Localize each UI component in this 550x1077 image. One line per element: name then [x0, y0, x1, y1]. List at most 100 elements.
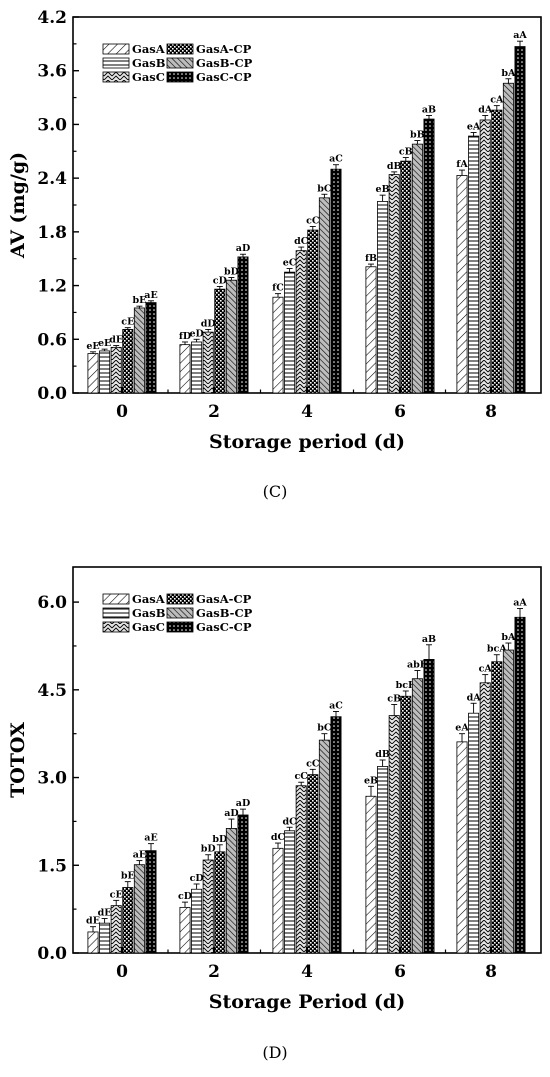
- bar-av-gasc-cp: [423, 118, 435, 394]
- bar-totox-gasa-cp: [491, 661, 503, 954]
- bar-totox-gasb: [99, 922, 111, 954]
- legend-label: GasB-CP: [196, 606, 253, 620]
- x-tick-label: 8: [485, 402, 497, 422]
- x-axis-title: Storage Period (d): [209, 991, 405, 1013]
- bar-totox-gasa: [179, 906, 191, 954]
- x-tick-label: 0: [116, 962, 128, 982]
- significance-label: abB: [407, 660, 428, 671]
- legend-label: GasB: [132, 606, 166, 620]
- legend-label: GasC: [132, 620, 165, 634]
- significance-label: cE: [121, 317, 134, 328]
- bar-totox-gasc-cp: [514, 616, 526, 954]
- significance-label: aA: [513, 30, 527, 41]
- bar-totox-gasc-cp: [330, 716, 342, 954]
- bar-totox-gasc: [202, 859, 214, 954]
- legend-label: GasC-CP: [196, 620, 252, 634]
- significance-label: dC: [294, 236, 309, 247]
- legend-swatch: [102, 621, 130, 633]
- legend-label: GasA: [132, 42, 166, 56]
- bar-av-gasa: [87, 353, 99, 394]
- y-tick-label: 4.5: [37, 681, 67, 701]
- x-tick-label: 4: [301, 962, 313, 982]
- significance-label: cC: [306, 215, 320, 226]
- bar-totox-gasa-cp: [307, 774, 319, 954]
- bar-av-gasc: [295, 250, 307, 394]
- significance-label: bC: [317, 723, 332, 734]
- significance-label: eB: [364, 775, 378, 786]
- bar-totox-gasb-cp: [411, 678, 423, 954]
- bar-totox-gasa: [87, 931, 99, 954]
- significance-label: cC: [306, 758, 320, 769]
- legend-swatch: [102, 43, 130, 55]
- bar-totox-gasc-cp: [237, 814, 249, 954]
- x-tick-label: 8: [485, 962, 497, 982]
- significance-label: dD: [201, 318, 216, 329]
- significance-label: dB: [387, 161, 402, 172]
- y-tick-label: 3.0: [37, 115, 67, 135]
- legend-label: GasC-CP: [196, 70, 252, 84]
- bar-av-gasc: [388, 174, 400, 394]
- significance-label: cB: [399, 147, 413, 158]
- significance-label: eA: [467, 121, 481, 132]
- y-axis-title: AV (mg/g): [7, 152, 29, 259]
- significance-label: eC: [283, 258, 297, 269]
- significance-label: aD: [236, 798, 250, 809]
- significance-label: aD: [236, 243, 250, 254]
- bar-av-gasa: [179, 344, 191, 394]
- significance-label: aB: [422, 104, 436, 115]
- bar-totox-gasc: [479, 682, 491, 954]
- significance-label: aE: [144, 833, 157, 844]
- bar-totox-gasc: [110, 905, 122, 954]
- bar-totox-gasc: [388, 715, 400, 954]
- significance-label: dE: [86, 916, 100, 927]
- significance-label: fD: [179, 331, 191, 342]
- significance-label: bE: [121, 871, 135, 882]
- significance-label: aB: [422, 634, 436, 645]
- bar-av-gasc-cp: [145, 302, 157, 394]
- y-tick-label: 3.6: [37, 62, 67, 82]
- bar-av-gasa-cp: [122, 329, 134, 394]
- significance-label: cD: [178, 891, 192, 902]
- legend-swatch: [166, 71, 194, 83]
- bar-av-gasa: [456, 175, 468, 394]
- significance-label: eD: [189, 328, 203, 339]
- significance-label: aC: [329, 700, 343, 711]
- significance-label: dC: [271, 832, 286, 843]
- bar-av-gasa: [365, 266, 377, 394]
- legend-label: GasB-CP: [196, 56, 253, 70]
- y-tick-label: 3.0: [37, 769, 67, 789]
- x-tick-label: 4: [301, 402, 313, 422]
- bar-av-gasb-cp: [225, 279, 237, 394]
- x-tick-label: 2: [208, 402, 220, 422]
- bar-av-gasc: [202, 331, 214, 394]
- bar-totox-gasb: [191, 888, 203, 954]
- significance-label: cA: [490, 95, 504, 106]
- significance-label: aA: [513, 598, 527, 609]
- y-tick-label: 0.0: [37, 384, 67, 404]
- bar-av-gasa-cp: [400, 160, 412, 394]
- significance-label: aE: [144, 290, 157, 301]
- y-tick-label: 2.4: [37, 169, 67, 189]
- bar-av-gasa-cp: [491, 109, 503, 394]
- significance-label: dA: [478, 104, 493, 115]
- bar-av-gasa-cp: [214, 288, 226, 394]
- bar-totox-gasc-cp: [145, 850, 157, 954]
- significance-label: dA: [467, 692, 482, 703]
- bar-av-gasc-cp: [330, 168, 342, 394]
- significance-label: eE: [98, 338, 111, 349]
- bar-totox-gasa: [272, 847, 284, 954]
- legend-swatch: [102, 593, 130, 605]
- bar-totox-gasb-cp: [318, 739, 330, 954]
- significance-label: fA: [456, 159, 468, 170]
- legend-label: GasA-CP: [196, 42, 252, 56]
- bar-totox-gasb-cp: [225, 828, 237, 954]
- bar-totox-gasc: [295, 785, 307, 954]
- y-axis-title: TOTOX: [7, 722, 29, 798]
- significance-label: eA: [455, 723, 469, 734]
- significance-label: aD: [224, 808, 238, 819]
- bar-totox-gasb: [377, 766, 389, 954]
- y-tick-label: 1.2: [37, 277, 67, 297]
- legend-label: GasA: [132, 592, 166, 606]
- legend-label: GasB: [132, 56, 166, 70]
- bar-av-gasb-cp: [411, 143, 423, 394]
